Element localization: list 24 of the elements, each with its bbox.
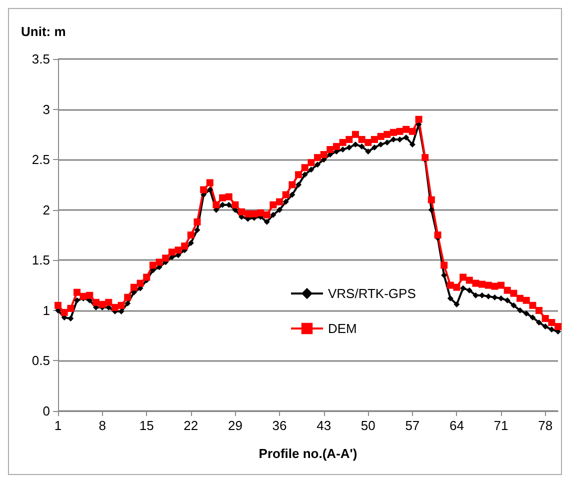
y-tick-label: 3.5 [32,52,50,66]
x-axis-title: Profile no.(A-A') [258,446,358,461]
x-tick-label: 29 [228,418,242,433]
x-tick-label: 71 [494,418,508,433]
x-tick-label: 15 [139,418,154,433]
y-axis-title: Unit: m [21,24,66,39]
y-tick-label: 1.5 [32,252,50,268]
x-tick-label: 50 [360,418,376,433]
legend-label: DEM [328,321,357,336]
x-tick-label: 22 [184,418,198,433]
y-tick-label: 0 [42,404,50,418]
x-tick-label: 36 [272,418,287,433]
x-tick-label: 57 [405,418,420,433]
x-tick-label: 43 [316,418,332,433]
y-tick-label: 2 [42,202,50,218]
x-tick-label: 78 [538,418,553,433]
x-tick-label: 1 [54,418,62,433]
y-tick-label: 3 [42,102,50,117]
y-tick-label: 0.5 [32,353,50,368]
x-tick-label: 8 [98,418,106,433]
x-tick-label: 64 [450,418,464,433]
legend-label: VRS/RTK-GPS [328,286,416,301]
y-tick-label: 2.5 [32,152,50,168]
y-tick-label: 1 [42,302,50,318]
